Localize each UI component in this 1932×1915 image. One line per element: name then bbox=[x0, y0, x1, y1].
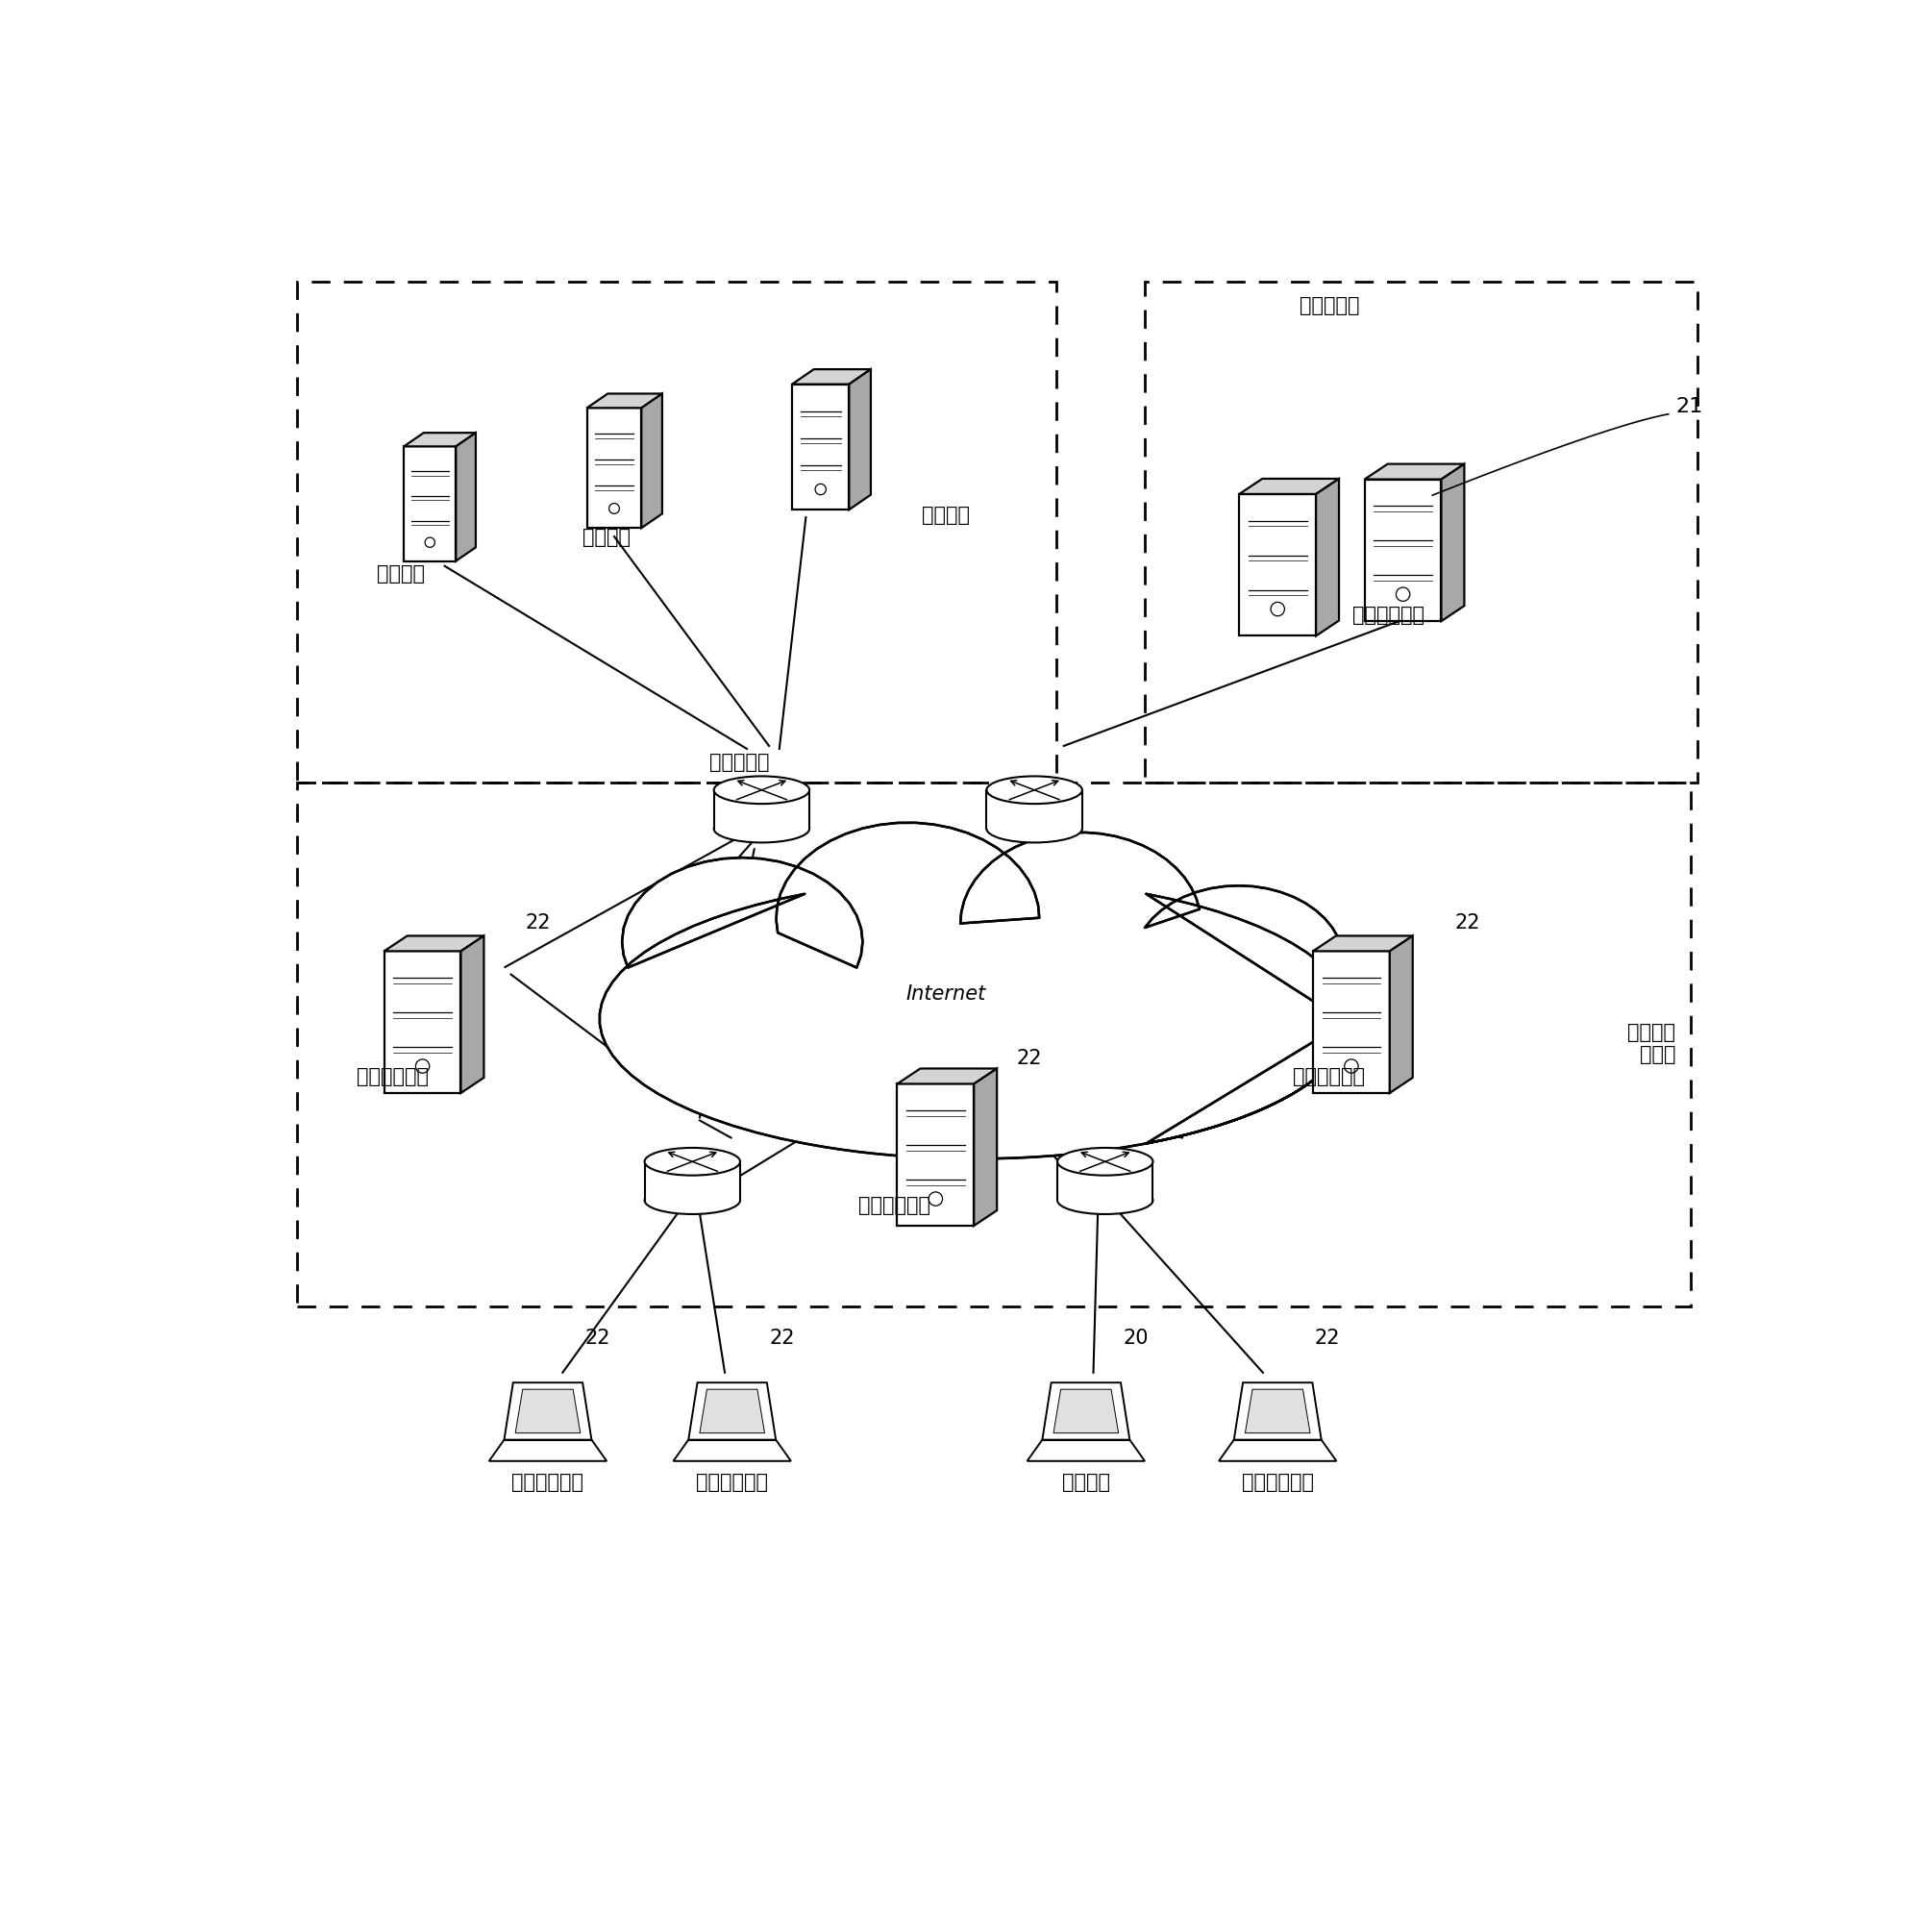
Text: 内容分发单元: 内容分发单元 bbox=[1293, 1067, 1366, 1086]
Ellipse shape bbox=[1057, 1187, 1153, 1214]
Bar bbox=[298, 783, 1690, 1306]
Text: 网络内容
分发层: 网络内容 分发层 bbox=[1627, 1023, 1675, 1065]
Text: 22: 22 bbox=[1016, 1049, 1041, 1069]
Text: 媒体服务: 媒体服务 bbox=[377, 565, 425, 584]
Polygon shape bbox=[404, 446, 456, 561]
Ellipse shape bbox=[1134, 885, 1345, 1040]
Polygon shape bbox=[1364, 479, 1441, 620]
Polygon shape bbox=[587, 408, 641, 529]
Polygon shape bbox=[1314, 936, 1412, 952]
Ellipse shape bbox=[599, 879, 1350, 1159]
Ellipse shape bbox=[960, 833, 1202, 1015]
Text: 负载均衡单元: 负载均衡单元 bbox=[1352, 605, 1424, 624]
Text: 游戏服务: 游戏服务 bbox=[583, 529, 632, 548]
Text: 22: 22 bbox=[1455, 913, 1480, 933]
Polygon shape bbox=[1041, 1383, 1130, 1440]
Circle shape bbox=[1345, 1059, 1358, 1072]
Ellipse shape bbox=[987, 776, 1082, 804]
Polygon shape bbox=[599, 823, 1350, 1159]
Polygon shape bbox=[1235, 1383, 1321, 1440]
Text: 22: 22 bbox=[526, 913, 551, 933]
Circle shape bbox=[609, 504, 620, 513]
Polygon shape bbox=[792, 370, 871, 385]
Ellipse shape bbox=[713, 816, 810, 843]
Polygon shape bbox=[641, 394, 663, 529]
Circle shape bbox=[1271, 601, 1285, 617]
Polygon shape bbox=[1238, 494, 1316, 636]
Polygon shape bbox=[674, 1440, 790, 1461]
Polygon shape bbox=[404, 433, 475, 446]
Text: 内容分发单元: 内容分发单元 bbox=[512, 1473, 583, 1492]
Circle shape bbox=[1397, 588, 1410, 601]
Text: 21: 21 bbox=[1675, 396, 1702, 416]
Ellipse shape bbox=[777, 823, 1039, 1013]
Polygon shape bbox=[384, 952, 462, 1093]
Polygon shape bbox=[987, 791, 1082, 829]
Text: 20: 20 bbox=[1122, 1329, 1148, 1348]
Polygon shape bbox=[645, 1162, 740, 1201]
Bar bbox=[298, 282, 1057, 783]
Text: 22: 22 bbox=[1314, 1329, 1341, 1348]
Polygon shape bbox=[462, 936, 483, 1093]
Ellipse shape bbox=[1057, 1147, 1153, 1176]
Polygon shape bbox=[792, 385, 848, 509]
Polygon shape bbox=[1053, 1388, 1119, 1432]
Polygon shape bbox=[896, 1084, 974, 1226]
Polygon shape bbox=[1364, 463, 1464, 479]
Polygon shape bbox=[1441, 463, 1464, 620]
Ellipse shape bbox=[622, 858, 862, 1026]
Text: Internet: Internet bbox=[906, 984, 985, 1003]
Polygon shape bbox=[896, 1069, 997, 1084]
Text: 用户终端: 用户终端 bbox=[1063, 1473, 1111, 1492]
Circle shape bbox=[815, 484, 827, 494]
Ellipse shape bbox=[599, 879, 1350, 1159]
Ellipse shape bbox=[1134, 885, 1345, 1040]
Polygon shape bbox=[516, 1388, 580, 1432]
Text: 内容分发单元: 内容分发单元 bbox=[858, 1195, 931, 1214]
Polygon shape bbox=[1389, 936, 1412, 1093]
Text: 管理控制层: 管理控制层 bbox=[1298, 297, 1360, 316]
Text: 22: 22 bbox=[585, 1329, 611, 1348]
Polygon shape bbox=[587, 394, 663, 408]
Polygon shape bbox=[384, 936, 483, 952]
Polygon shape bbox=[688, 1383, 777, 1440]
Ellipse shape bbox=[622, 858, 862, 1026]
Polygon shape bbox=[1314, 952, 1389, 1093]
Ellipse shape bbox=[713, 776, 810, 804]
Polygon shape bbox=[489, 1440, 607, 1461]
Circle shape bbox=[929, 1191, 943, 1206]
Polygon shape bbox=[1316, 479, 1339, 636]
Polygon shape bbox=[1238, 479, 1339, 494]
Bar bbox=[1146, 282, 1698, 783]
Text: 22: 22 bbox=[769, 1329, 794, 1348]
Polygon shape bbox=[1219, 1440, 1337, 1461]
Text: 内容分发单元: 内容分发单元 bbox=[357, 1067, 429, 1086]
Ellipse shape bbox=[777, 823, 1039, 1013]
Text: 文件服务: 文件服务 bbox=[922, 506, 970, 525]
Ellipse shape bbox=[645, 1187, 740, 1214]
Polygon shape bbox=[1244, 1388, 1310, 1432]
Polygon shape bbox=[1028, 1440, 1146, 1461]
Polygon shape bbox=[699, 1388, 765, 1432]
Polygon shape bbox=[713, 791, 810, 829]
Text: 内容业务层: 内容业务层 bbox=[709, 753, 769, 772]
Ellipse shape bbox=[987, 816, 1082, 843]
Polygon shape bbox=[848, 370, 871, 509]
Polygon shape bbox=[504, 1383, 591, 1440]
Polygon shape bbox=[456, 433, 475, 561]
Circle shape bbox=[425, 538, 435, 548]
Circle shape bbox=[415, 1059, 429, 1072]
Polygon shape bbox=[974, 1069, 997, 1226]
Polygon shape bbox=[1057, 1162, 1153, 1201]
Text: 内容分发单元: 内容分发单元 bbox=[696, 1473, 769, 1492]
Ellipse shape bbox=[645, 1147, 740, 1176]
Ellipse shape bbox=[960, 833, 1202, 1015]
Text: 内容分发单元: 内容分发单元 bbox=[1242, 1473, 1314, 1492]
